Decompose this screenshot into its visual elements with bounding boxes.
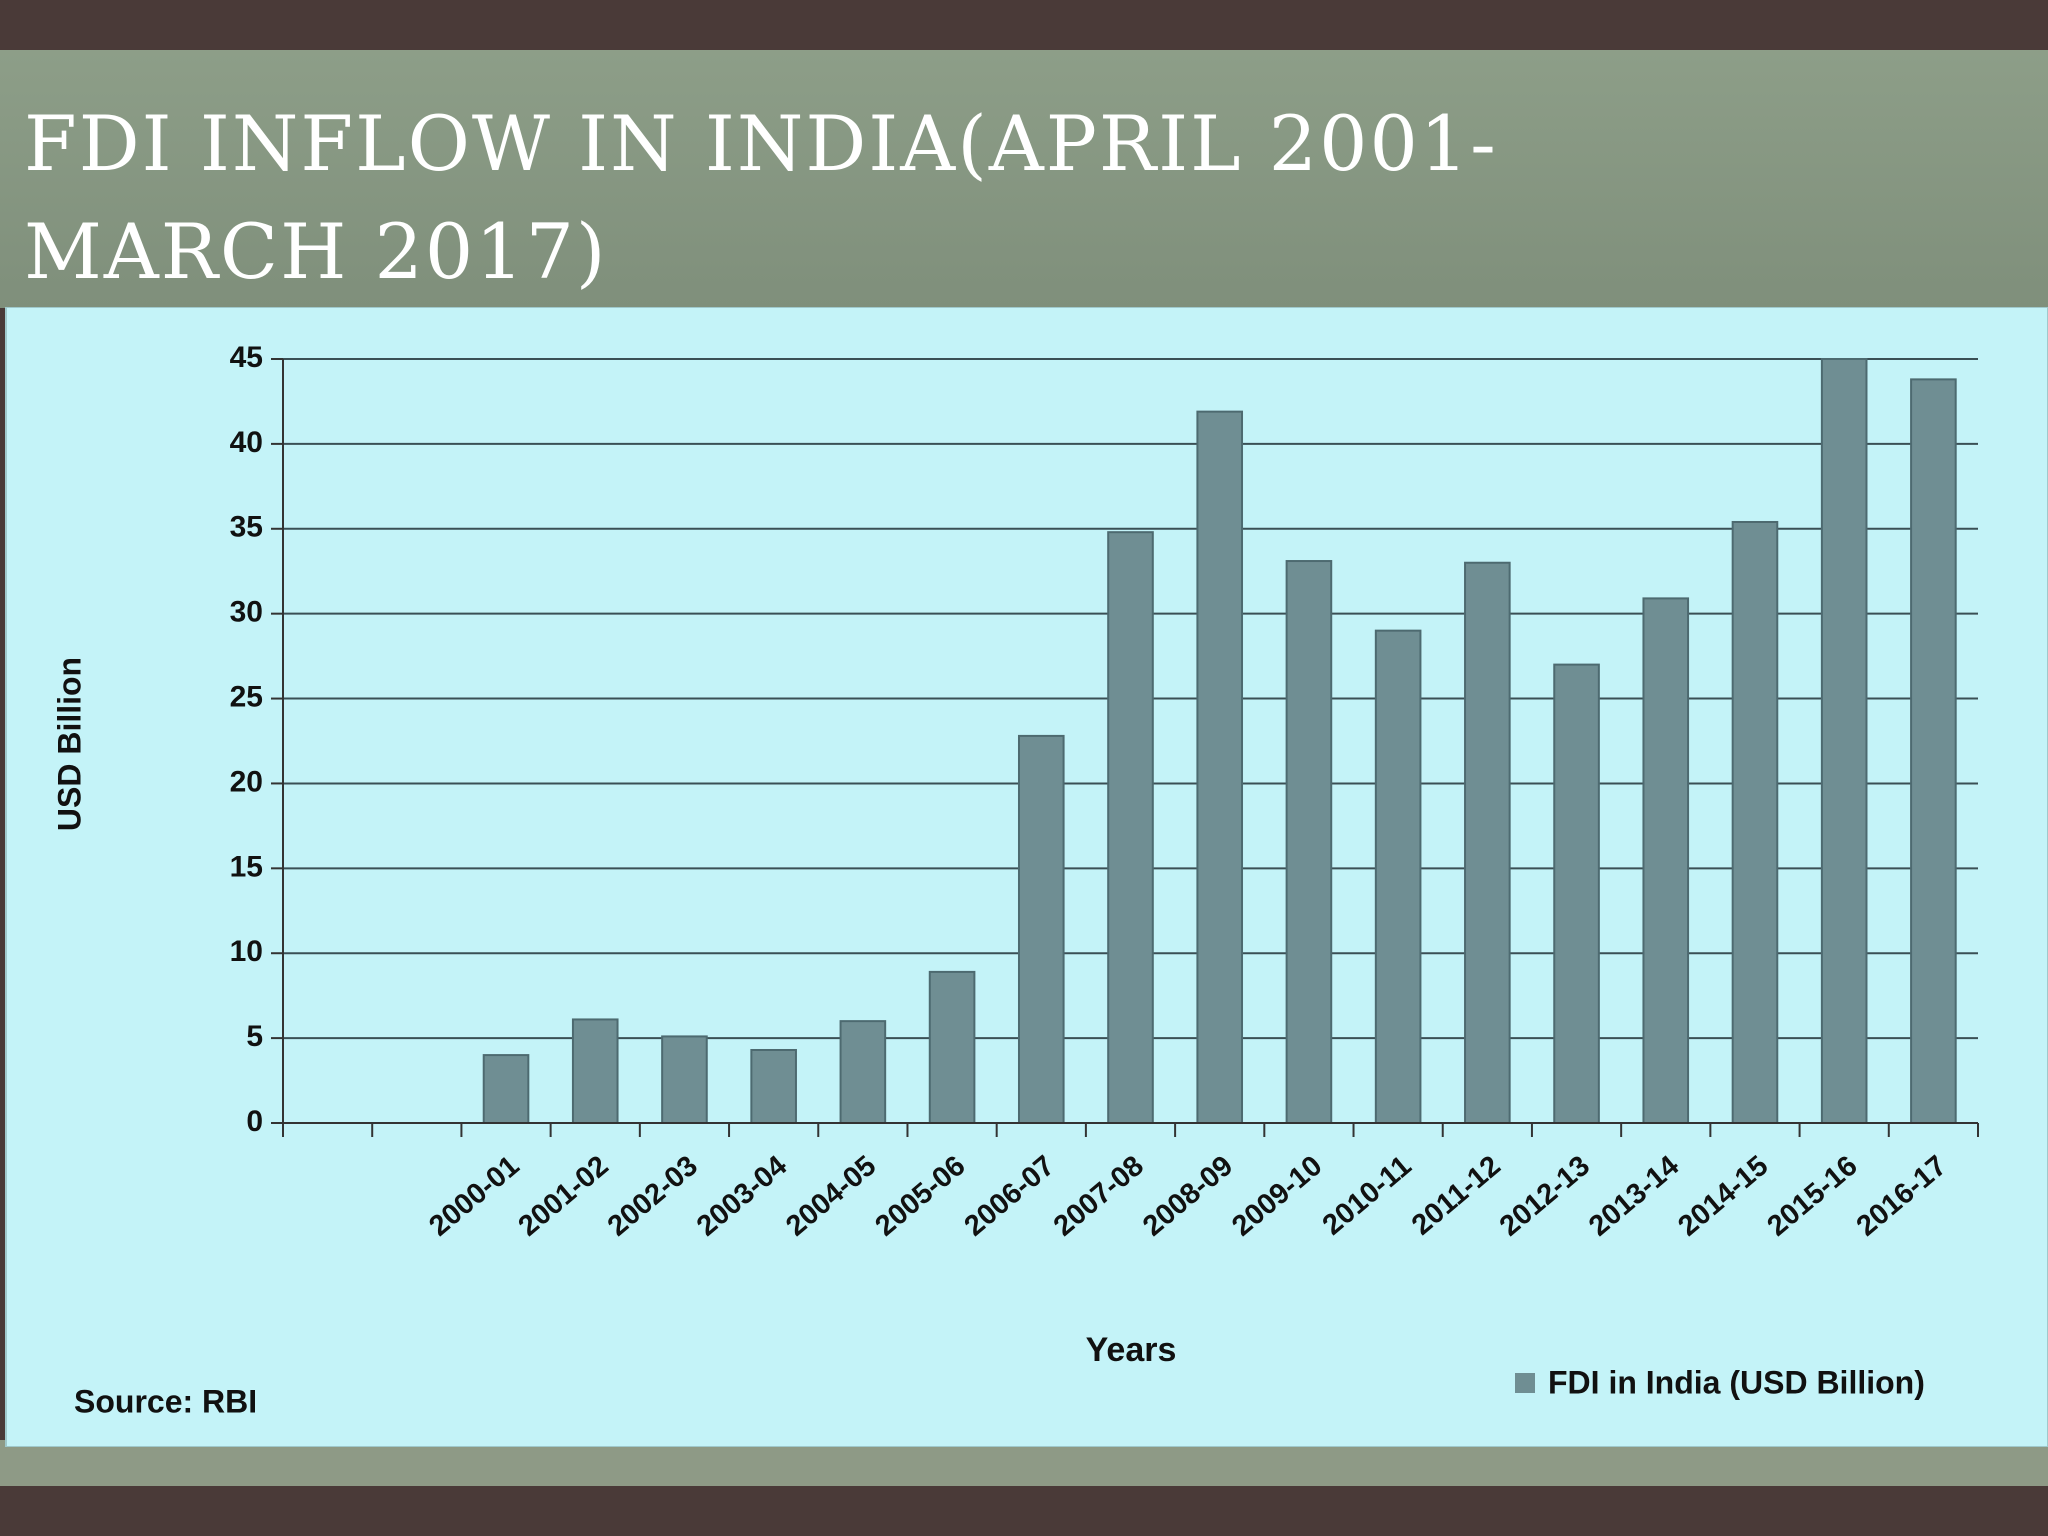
source-note: Source: RBI [74, 1383, 257, 1419]
bar [1374, 629, 1422, 1124]
x-axis-title: Years [1086, 1331, 1177, 1369]
bar [482, 1054, 530, 1124]
y-tick-label: 5 [246, 1020, 263, 1053]
bar [1017, 734, 1065, 1124]
background-strip [0, 1440, 2048, 1486]
bar [1553, 663, 1600, 1124]
y-tick-label: 15 [230, 850, 263, 883]
bar [1731, 520, 1779, 1124]
y-tick-label: 20 [230, 765, 263, 798]
bar [1107, 531, 1154, 1124]
bar [1820, 358, 1868, 1124]
bar [1464, 561, 1511, 1124]
legend-label: FDI in India (USD Billion) [1548, 1364, 1925, 1400]
y-tick-label: 10 [230, 935, 263, 968]
y-tick-label: 25 [230, 680, 263, 713]
y-tick-label: 30 [230, 596, 263, 629]
bar [928, 970, 976, 1124]
legend-swatch [1515, 1373, 1535, 1393]
bar [661, 1035, 708, 1124]
y-tick-label: 45 [230, 341, 263, 374]
bar [750, 1048, 797, 1124]
bar [1910, 378, 1957, 1124]
y-tick-label: 0 [246, 1105, 263, 1138]
y-tick-label: 40 [230, 426, 263, 459]
bar [571, 1018, 619, 1124]
slide-title: FDI INFLOW IN INDIA(APRIL 2001-MARCH 201… [24, 99, 1498, 296]
title-band: FDI INFLOW IN INDIA(APRIL 2001-MARCH 201… [0, 50, 2048, 308]
bar [1642, 597, 1690, 1124]
y-axis-title: USD Billion [51, 657, 87, 831]
bar [1196, 410, 1244, 1125]
y-tick-label: 35 [230, 511, 263, 544]
bar [1285, 560, 1333, 1124]
bar [839, 1020, 887, 1125]
chart: USD Billion Years Source: RBI 0 5 10 15 20 25… [5, 307, 2048, 1447]
